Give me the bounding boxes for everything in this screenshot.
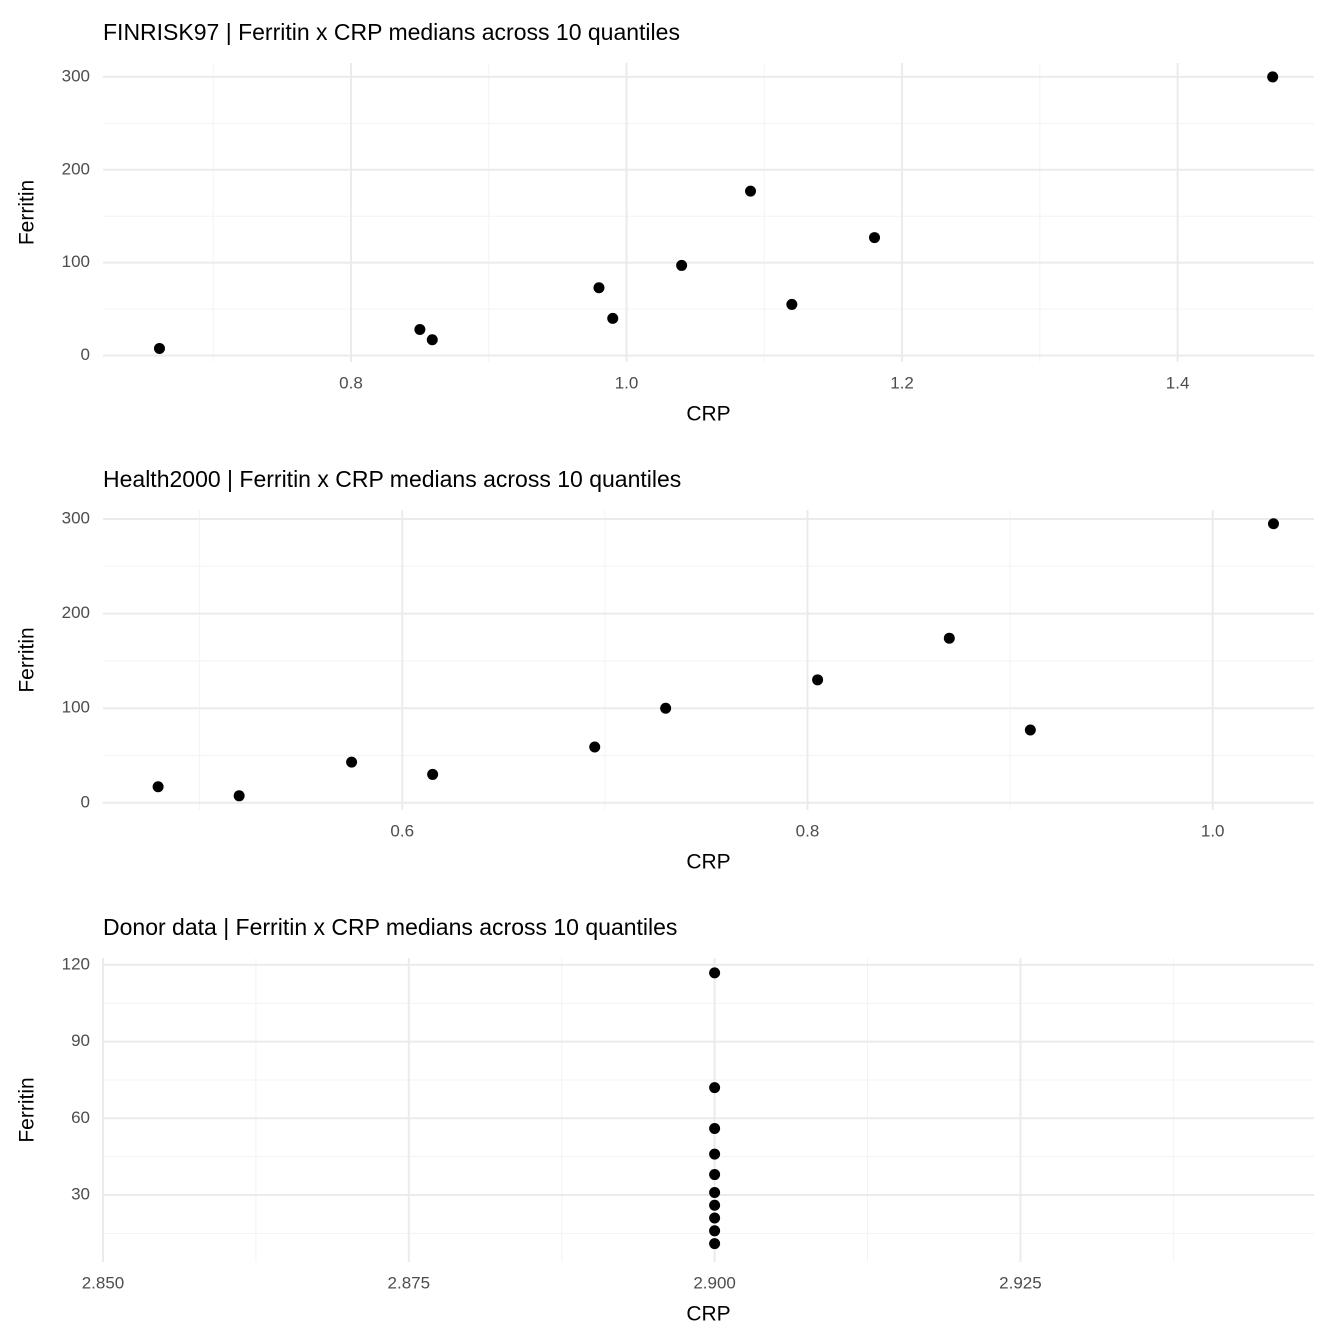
x-axis-title: CRP — [686, 1303, 730, 1326]
x-tick-label: 1.0 — [1201, 821, 1225, 840]
chart-title: Donor data | Ferritin x CRP medians acro… — [103, 914, 677, 940]
y-axis-title: Ferritin — [16, 1077, 39, 1142]
y-tick-label: 90 — [71, 1031, 90, 1050]
x-tick-label: 2.850 — [82, 1273, 125, 1292]
y-tick-label: 60 — [71, 1108, 90, 1127]
point — [869, 232, 881, 244]
y-tick-label: 200 — [62, 603, 90, 622]
point — [152, 781, 164, 793]
point — [709, 1123, 721, 1135]
point — [709, 1212, 721, 1224]
x-axis-title: CRP — [686, 851, 730, 874]
x-tick-label: 1.2 — [890, 373, 914, 392]
y-tick-label: 0 — [81, 345, 90, 364]
x-tick-label: 2.875 — [388, 1273, 431, 1292]
y-axis-title: Ferritin — [16, 180, 39, 245]
point — [589, 741, 601, 753]
x-tick-label: 2.925 — [999, 1273, 1042, 1292]
point — [709, 1148, 721, 1160]
x-tick-label: 1.4 — [1166, 373, 1190, 392]
x-tick-label: 2.900 — [693, 1273, 736, 1292]
x-tick-label: 0.8 — [796, 821, 820, 840]
y-tick-label: 300 — [62, 66, 90, 85]
point — [346, 756, 358, 768]
point — [709, 1238, 721, 1250]
point — [709, 967, 721, 979]
y-tick-label: 0 — [81, 792, 90, 811]
point — [1024, 724, 1036, 736]
point — [812, 674, 824, 686]
point — [786, 298, 798, 310]
chart-title: Health2000 | Ferritin x CRP medians acro… — [103, 466, 681, 492]
point — [676, 259, 688, 271]
point — [153, 342, 165, 354]
point — [660, 702, 672, 714]
y-axis-title: Ferritin — [16, 627, 39, 692]
chart-title: FINRISK97 | Ferritin x CRP medians acros… — [103, 19, 680, 45]
point — [709, 1082, 721, 1094]
point — [607, 312, 619, 324]
y-tick-label: 30 — [71, 1184, 90, 1203]
y-tick-label: 120 — [62, 954, 90, 973]
point — [427, 768, 439, 780]
point — [414, 324, 426, 335]
point — [745, 185, 757, 197]
x-axis-title: CRP — [686, 403, 730, 426]
point — [1267, 71, 1279, 83]
y-tick-label: 100 — [62, 698, 90, 717]
point — [943, 632, 955, 644]
y-tick-label: 300 — [62, 508, 90, 527]
x-tick-label: 0.6 — [390, 821, 414, 840]
point — [426, 334, 438, 346]
point — [709, 1199, 721, 1211]
y-tick-label: 200 — [62, 159, 90, 178]
point — [709, 1169, 721, 1181]
point — [593, 282, 605, 294]
point — [709, 1186, 721, 1198]
point — [1267, 518, 1279, 530]
point — [233, 790, 245, 802]
x-tick-label: 1.0 — [615, 373, 639, 392]
y-tick-label: 100 — [62, 252, 90, 271]
x-tick-label: 0.8 — [339, 373, 363, 392]
point — [709, 1225, 721, 1237]
